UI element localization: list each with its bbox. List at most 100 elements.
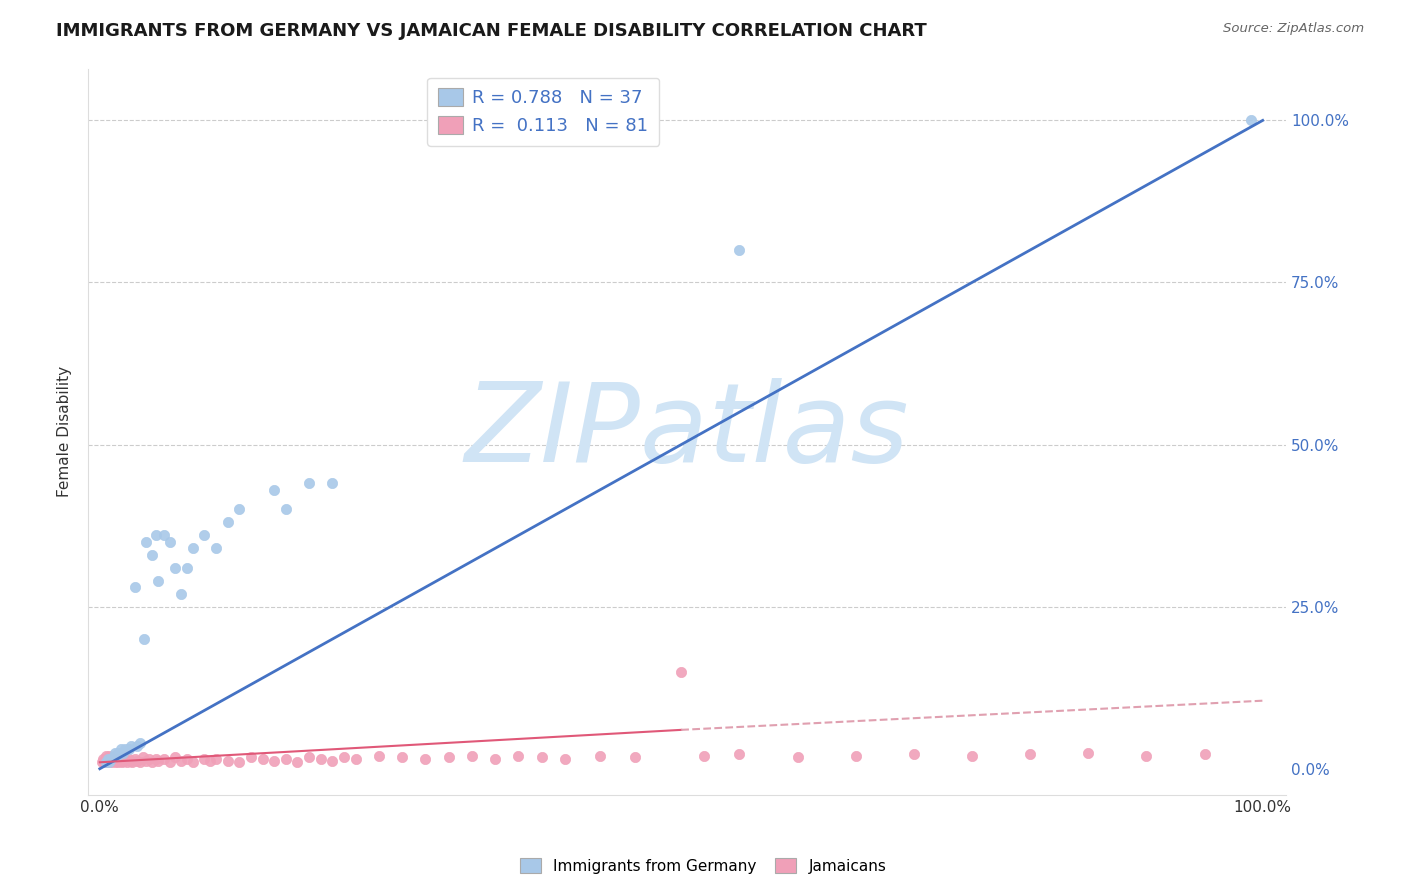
Point	[132, 632, 155, 646]
Text: ZIPatlas: ZIPatlas	[465, 378, 910, 485]
Point	[120, 739, 142, 753]
Point	[1019, 747, 1042, 762]
Point	[176, 752, 198, 766]
Point	[1077, 746, 1099, 760]
Point	[728, 243, 751, 257]
Point	[1194, 747, 1216, 762]
Legend: R = 0.788   N = 37, R =  0.113   N = 81: R = 0.788 N = 37, R = 0.113 N = 81	[427, 78, 659, 146]
Point	[415, 752, 437, 766]
Point	[121, 756, 143, 770]
Point	[115, 756, 138, 770]
Point	[484, 752, 506, 766]
Point	[845, 748, 868, 763]
Point	[263, 483, 285, 497]
Point	[112, 750, 135, 764]
Point	[205, 541, 228, 556]
Point	[786, 750, 808, 764]
Point	[589, 748, 612, 763]
Point	[274, 752, 297, 766]
Point	[159, 756, 181, 770]
Point	[105, 754, 128, 768]
Point	[100, 750, 122, 764]
Point	[960, 748, 983, 763]
Point	[228, 756, 250, 770]
Point	[120, 754, 142, 768]
Point	[903, 747, 925, 762]
Point	[125, 754, 148, 768]
Point	[112, 754, 135, 768]
Point	[141, 756, 163, 770]
Point	[193, 528, 215, 542]
Point	[97, 754, 120, 768]
Point	[104, 746, 127, 760]
Point	[138, 752, 160, 766]
Point	[98, 752, 121, 766]
Point	[112, 746, 135, 760]
Point	[205, 752, 228, 766]
Point	[554, 752, 576, 766]
Point	[333, 750, 356, 764]
Point	[200, 754, 222, 768]
Point	[1135, 748, 1157, 763]
Point	[108, 754, 131, 768]
Point	[176, 561, 198, 575]
Point	[100, 752, 122, 766]
Point	[159, 534, 181, 549]
Point	[146, 754, 169, 768]
Point	[110, 742, 132, 756]
Point	[287, 756, 309, 770]
Text: IMMIGRANTS FROM GERMANY VS JAMAICAN FEMALE DISABILITY CORRELATION CHART: IMMIGRANTS FROM GERMANY VS JAMAICAN FEMA…	[56, 22, 927, 40]
Point	[96, 756, 118, 770]
Point	[508, 748, 530, 763]
Point	[107, 746, 129, 760]
Point	[1240, 113, 1263, 128]
Point	[728, 747, 751, 762]
Point	[298, 476, 321, 491]
Point	[104, 756, 127, 770]
Point	[101, 754, 124, 768]
Point	[135, 754, 157, 768]
Point	[94, 756, 117, 770]
Point	[321, 754, 343, 768]
Point	[217, 516, 239, 530]
Y-axis label: Female Disability: Female Disability	[58, 366, 72, 497]
Point	[97, 752, 120, 766]
Point	[263, 754, 285, 768]
Point	[461, 748, 484, 763]
Point	[391, 750, 413, 764]
Point	[111, 756, 134, 770]
Point	[321, 476, 343, 491]
Point	[671, 665, 693, 679]
Point	[309, 752, 332, 766]
Point	[135, 534, 157, 549]
Point	[530, 750, 553, 764]
Point	[114, 742, 136, 756]
Point	[252, 752, 274, 766]
Point	[228, 502, 250, 516]
Point	[146, 574, 169, 588]
Point	[103, 748, 125, 763]
Point	[141, 548, 163, 562]
Point	[91, 752, 114, 766]
Point	[103, 752, 125, 766]
Point	[274, 502, 297, 516]
Point	[170, 587, 193, 601]
Point	[93, 756, 115, 770]
Point	[145, 752, 167, 766]
Point	[98, 756, 121, 770]
Point	[693, 748, 716, 763]
Point	[124, 752, 146, 766]
Text: Source: ZipAtlas.com: Source: ZipAtlas.com	[1223, 22, 1364, 36]
Point	[181, 541, 204, 556]
Legend: Immigrants from Germany, Jamaicans: Immigrants from Germany, Jamaicans	[513, 852, 893, 880]
Point	[132, 750, 155, 764]
Point	[125, 739, 148, 753]
Point	[145, 528, 167, 542]
Point	[344, 752, 367, 766]
Point	[94, 752, 117, 766]
Point	[437, 750, 460, 764]
Point	[152, 528, 174, 542]
Point	[100, 756, 122, 770]
Point	[98, 748, 121, 763]
Point	[118, 752, 141, 766]
